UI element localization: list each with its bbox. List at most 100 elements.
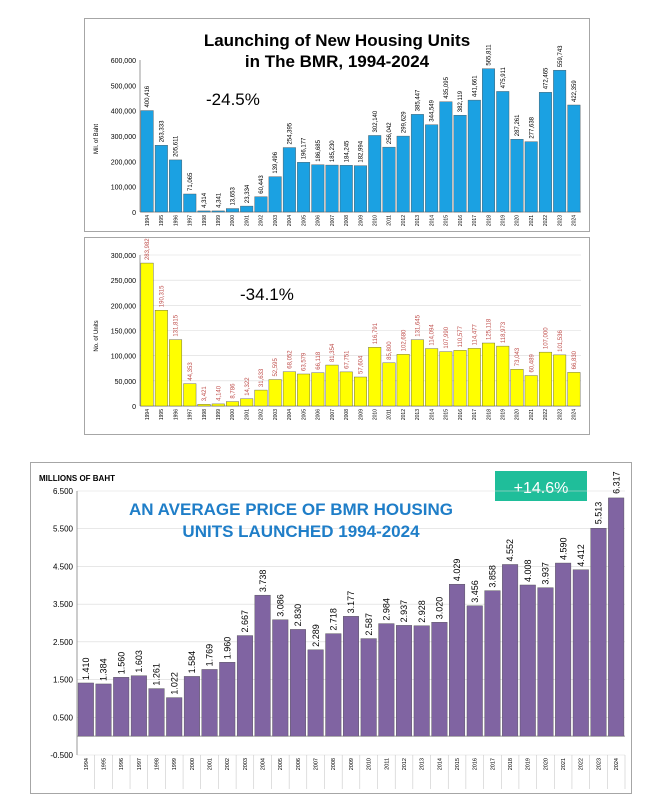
y-tick-label: 0 bbox=[132, 210, 136, 217]
data-label: 344,549 bbox=[430, 99, 436, 121]
bar bbox=[467, 99, 481, 213]
x-tick-label: 2001 bbox=[244, 409, 250, 420]
data-label: 131,645 bbox=[416, 314, 422, 336]
data-label: 68,052 bbox=[287, 350, 293, 369]
chart-panel-average-price: MILLIONS OF BAHT +14.6% -0.500 0.500 1.500… bbox=[30, 462, 632, 794]
data-label: 1.410 bbox=[81, 657, 91, 680]
data-label: 3,421 bbox=[202, 386, 208, 402]
bar bbox=[537, 587, 554, 737]
data-label: 4.029 bbox=[452, 559, 462, 582]
data-label: 6.317 bbox=[611, 471, 621, 494]
data-label: 400,416 bbox=[145, 85, 151, 107]
bar bbox=[254, 389, 268, 407]
bar bbox=[431, 622, 448, 737]
data-label: 2.928 bbox=[417, 600, 427, 623]
data-label: 23,334 bbox=[245, 184, 251, 203]
data-label: 4.008 bbox=[523, 559, 533, 582]
data-label: 73,043 bbox=[515, 347, 521, 366]
data-label: 131,815 bbox=[174, 314, 180, 336]
x-tick-label: 2022 bbox=[579, 758, 585, 770]
x-tick-label: 2016 bbox=[473, 758, 479, 770]
data-label: 107,000 bbox=[544, 327, 550, 349]
bar bbox=[148, 688, 165, 737]
x-tick-label: 1996 bbox=[173, 215, 179, 226]
data-label: 114,094 bbox=[430, 324, 436, 346]
x-tick-label: 2005 bbox=[278, 758, 284, 770]
x-tick-label: 2021 bbox=[529, 215, 535, 226]
data-label: 190,315 bbox=[159, 285, 165, 307]
data-label: 102,680 bbox=[401, 329, 407, 351]
y-tick-label: 2.500 bbox=[53, 638, 74, 647]
x-tick-label: 2004 bbox=[261, 758, 267, 770]
bar bbox=[154, 145, 168, 213]
data-label: 184,245 bbox=[344, 140, 350, 162]
x-tick-label: 1997 bbox=[137, 758, 143, 770]
data-label: 1.560 bbox=[116, 652, 126, 675]
data-label: 116,791 bbox=[373, 322, 379, 344]
x-tick-label: 2012 bbox=[401, 215, 407, 226]
x-tick-label: 2022 bbox=[543, 215, 549, 226]
data-label: 287,261 bbox=[515, 114, 521, 136]
data-label: 1.769 bbox=[205, 644, 215, 667]
bar bbox=[297, 162, 311, 213]
x-tick-label: 2002 bbox=[259, 215, 265, 226]
bar bbox=[396, 135, 410, 213]
x-tick-label: 2013 bbox=[415, 215, 421, 226]
data-label: 1.384 bbox=[99, 658, 109, 681]
data-label: 2.984 bbox=[382, 598, 392, 621]
bar bbox=[130, 675, 147, 737]
data-label: 3.020 bbox=[435, 597, 445, 620]
data-label: 441,661 bbox=[472, 75, 478, 97]
plot-area: 0 50,000 100,000 150,000 200,000 250,000 300,0… bbox=[111, 238, 581, 420]
data-label: 283,982 bbox=[145, 238, 151, 260]
chart-panel-launch-units: -34.1% No. of Units 0 50,000 100,000 150,00… bbox=[84, 237, 590, 435]
data-label: 2.937 bbox=[399, 600, 409, 623]
x-tick-label: 2017 bbox=[490, 758, 496, 770]
bar bbox=[510, 369, 524, 407]
bar bbox=[113, 677, 130, 737]
bar bbox=[439, 351, 453, 407]
chart-title: AN AVERAGE PRICE OF BMR HOUSING bbox=[129, 500, 453, 519]
bar bbox=[467, 348, 481, 407]
bar bbox=[169, 159, 183, 213]
x-tick-label: 2023 bbox=[596, 758, 602, 770]
x-tick-label: 2014 bbox=[429, 215, 435, 226]
data-label: 5.513 bbox=[594, 502, 604, 525]
data-label: 107,990 bbox=[444, 326, 450, 348]
data-label: 385,447 bbox=[416, 89, 422, 111]
x-tick-label: 2002 bbox=[225, 758, 231, 770]
x-tick-label: 2017 bbox=[472, 409, 478, 420]
bar bbox=[360, 638, 377, 737]
data-label: 4.590 bbox=[558, 538, 568, 561]
x-tick-label: 1995 bbox=[159, 215, 165, 226]
bar bbox=[382, 362, 396, 407]
x-tick-label: 2002 bbox=[259, 409, 265, 420]
change-annotation: +14.6% bbox=[514, 480, 569, 497]
x-tick-label: 2018 bbox=[486, 215, 492, 226]
bar bbox=[496, 345, 510, 407]
bar bbox=[311, 164, 325, 213]
bar bbox=[169, 339, 183, 407]
x-tick-label: 1994 bbox=[145, 409, 151, 420]
bar bbox=[154, 310, 168, 407]
data-label: 1.584 bbox=[187, 651, 197, 674]
chart-title: Launching of New Housing Units bbox=[204, 31, 470, 50]
bar bbox=[311, 372, 325, 407]
x-tick-label: 2012 bbox=[401, 409, 407, 420]
y-tick-label: 0.500 bbox=[53, 713, 74, 722]
x-tick-label: 2008 bbox=[344, 215, 350, 226]
x-tick-label: 2013 bbox=[420, 758, 426, 770]
data-label: 66,830 bbox=[572, 350, 578, 369]
y-tick-label: 600,000 bbox=[111, 58, 136, 65]
data-label: 205,611 bbox=[174, 135, 180, 157]
x-tick-label: 2006 bbox=[296, 758, 302, 770]
data-label: 8,786 bbox=[231, 383, 237, 399]
y-tick-label: 4.500 bbox=[53, 562, 74, 571]
bar bbox=[197, 210, 211, 213]
data-label: 254,395 bbox=[287, 122, 293, 144]
x-tick-label: 1999 bbox=[172, 758, 178, 770]
x-tick-label: 2010 bbox=[372, 215, 378, 226]
y-tick-label: 100,000 bbox=[111, 354, 136, 361]
x-tick-label: 2001 bbox=[244, 215, 250, 226]
bar bbox=[240, 205, 254, 213]
